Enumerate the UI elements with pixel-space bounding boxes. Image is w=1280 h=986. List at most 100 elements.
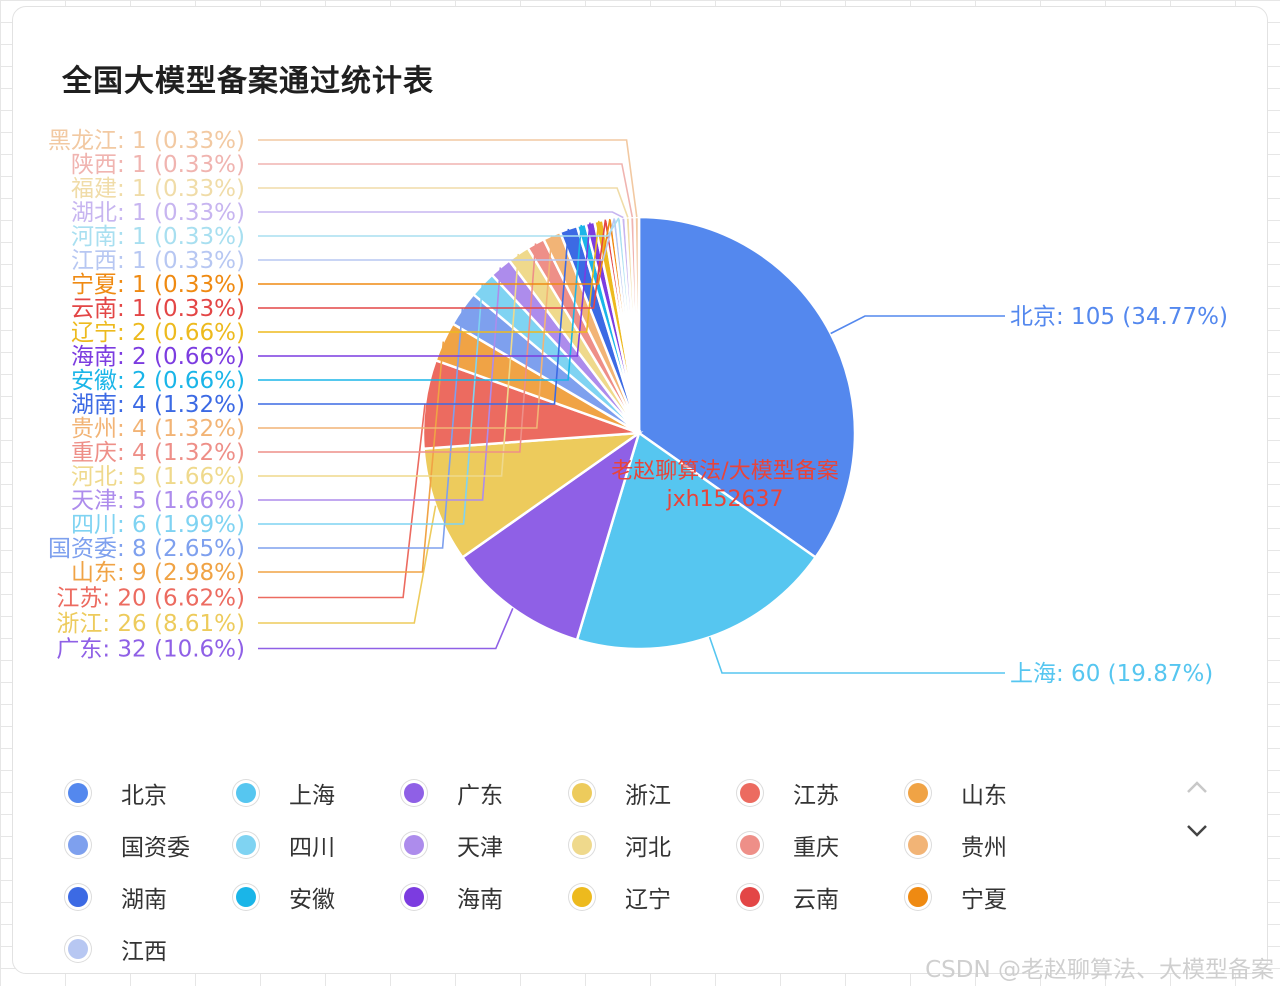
- legend-marker: [236, 887, 256, 907]
- legend-label: 河北: [625, 835, 671, 861]
- legend-label: 云南: [793, 887, 839, 913]
- legend-label: 天津: [457, 835, 503, 861]
- legend-item-12[interactable]: 贵州: [908, 828, 1007, 862]
- chevron-down-icon: [1187, 825, 1207, 837]
- overlay-watermark-1: 老赵聊算法/大模型备案: [611, 459, 838, 484]
- leader-line-14: [258, 224, 583, 381]
- legend-item-11[interactable]: 重庆: [740, 828, 839, 862]
- pie-slice-3[interactable]: [460, 429, 642, 642]
- legend-marker: [404, 835, 424, 855]
- legend-marker: [68, 783, 88, 803]
- legend-marker: [68, 835, 88, 855]
- pie-slice-2[interactable]: [575, 430, 818, 651]
- chevron-up-icon: [1187, 781, 1207, 793]
- slice-label-13: 湖南: 4 (1.32%): [71, 392, 245, 418]
- leader-line-20: [258, 217, 620, 237]
- slice-label-14: 安徽: 2 (0.66%): [71, 368, 245, 394]
- legend-item-7[interactable]: 国资委: [68, 828, 190, 862]
- legend-marker: [908, 783, 928, 803]
- legend-item-5[interactable]: 江苏: [740, 776, 839, 810]
- legend-item-6[interactable]: 山东: [908, 776, 1007, 810]
- legend-marker: [404, 887, 424, 907]
- chart-title: 全国大模型备案通过统计表: [62, 64, 434, 99]
- legend-item-17[interactable]: 云南: [740, 880, 839, 914]
- legend-marker: [908, 835, 928, 855]
- legend-marker: [740, 835, 760, 855]
- slice-label-4: 浙江: 26 (8.61%): [56, 611, 245, 637]
- legend-marker: [236, 835, 256, 855]
- overlay-watermark-2: jxh152637: [665, 487, 783, 512]
- leader-line-15: [258, 222, 591, 357]
- slice-label-8: 四川: 6 (1.99%): [71, 512, 245, 538]
- legend-item-10[interactable]: 河北: [572, 828, 671, 862]
- leader-line-7: [258, 308, 464, 549]
- legend-marker: [740, 887, 760, 907]
- legend-item-19[interactable]: 江西: [68, 932, 167, 966]
- legend-item-14[interactable]: 安徽: [236, 880, 335, 914]
- legend-label: 贵州: [961, 835, 1007, 861]
- leader-line-24: [258, 139, 638, 218]
- slice-label-21: 湖北: 1 (0.33%): [71, 200, 245, 226]
- legend-item-2[interactable]: 上海: [236, 776, 335, 810]
- legend-label: 湖南: [121, 887, 167, 913]
- leader-line-1: [830, 315, 1005, 335]
- leader-line-3: [258, 607, 514, 650]
- legend-item-3[interactable]: 广东: [404, 776, 503, 810]
- legend-prev-page-button[interactable]: [1182, 772, 1212, 802]
- legend-marker: [236, 783, 256, 803]
- legend-label: 江西: [121, 939, 167, 965]
- slice-label-16: 辽宁: 2 (0.66%): [71, 320, 245, 346]
- legend-next-page-button[interactable]: [1182, 816, 1212, 846]
- legend-label: 安徽: [289, 887, 335, 913]
- legend-item-13[interactable]: 湖南: [68, 880, 167, 914]
- leader-line-11: [258, 243, 537, 453]
- slice-label-17: 云南: 1 (0.33%): [71, 296, 245, 322]
- slice-label-6: 山东: 9 (2.98%): [71, 560, 245, 586]
- leader-line-23: [258, 163, 634, 218]
- leader-line-17: [258, 219, 607, 309]
- pie-slice-1[interactable]: [637, 215, 857, 560]
- slice-label-23: 陕西: 1 (0.33%): [71, 152, 245, 178]
- legend-marker: [908, 887, 928, 907]
- slice-label-22: 福建: 1 (0.33%): [71, 176, 245, 202]
- leader-line-18: [258, 218, 611, 285]
- legend-label: 山东: [961, 783, 1007, 809]
- slice-label-12: 贵州: 4 (1.32%): [71, 416, 245, 442]
- legend-label: 江苏: [793, 783, 839, 809]
- slice-label-5: 江苏: 20 (6.62%): [56, 586, 245, 612]
- legend-label: 北京: [121, 783, 167, 809]
- slice-label-15: 海南: 2 (0.66%): [71, 344, 245, 370]
- slice-label-18: 宁夏: 1 (0.33%): [71, 272, 245, 298]
- leader-line-21: [258, 211, 624, 219]
- legend-label: 国资委: [121, 835, 190, 861]
- legend-label: 上海: [289, 783, 335, 809]
- leader-line-22: [258, 187, 629, 218]
- pie-slice-24[interactable]: [633, 215, 641, 434]
- slice-label-2: 上海: 60 (19.87%): [1010, 661, 1213, 687]
- leader-line-12: [258, 235, 553, 429]
- legend-marker: [404, 783, 424, 803]
- slice-label-1: 北京: 105 (34.77%): [1010, 304, 1228, 330]
- legend-marker: [572, 783, 592, 803]
- leader-line-4: [258, 505, 437, 624]
- legend-item-1[interactable]: 北京: [68, 776, 167, 810]
- leader-line-6: [258, 341, 445, 573]
- slice-label-20: 河南: 1 (0.33%): [71, 224, 245, 250]
- slice-label-11: 重庆: 4 (1.32%): [71, 440, 245, 466]
- legend-marker: [572, 835, 592, 855]
- legend-item-16[interactable]: 辽宁: [572, 880, 671, 914]
- legend-item-4[interactable]: 浙江: [572, 776, 671, 810]
- slice-label-7: 国资委: 8 (2.65%): [48, 536, 245, 562]
- leader-line-9: [258, 267, 502, 501]
- csdn-watermark: CSDN @老赵聊算法、大模型备案: [925, 957, 1274, 983]
- legend-label: 辽宁: [625, 887, 671, 913]
- legend-label: 广东: [457, 783, 503, 809]
- legend-item-15[interactable]: 海南: [404, 880, 503, 914]
- leader-line-8: [258, 284, 484, 525]
- legend-item-18[interactable]: 宁夏: [908, 880, 1007, 914]
- legend-item-8[interactable]: 四川: [236, 828, 335, 862]
- leader-line-16: [258, 220, 600, 333]
- legend-item-9[interactable]: 天津: [404, 828, 503, 862]
- slice-label-24: 黑龙江: 1 (0.33%): [48, 128, 245, 154]
